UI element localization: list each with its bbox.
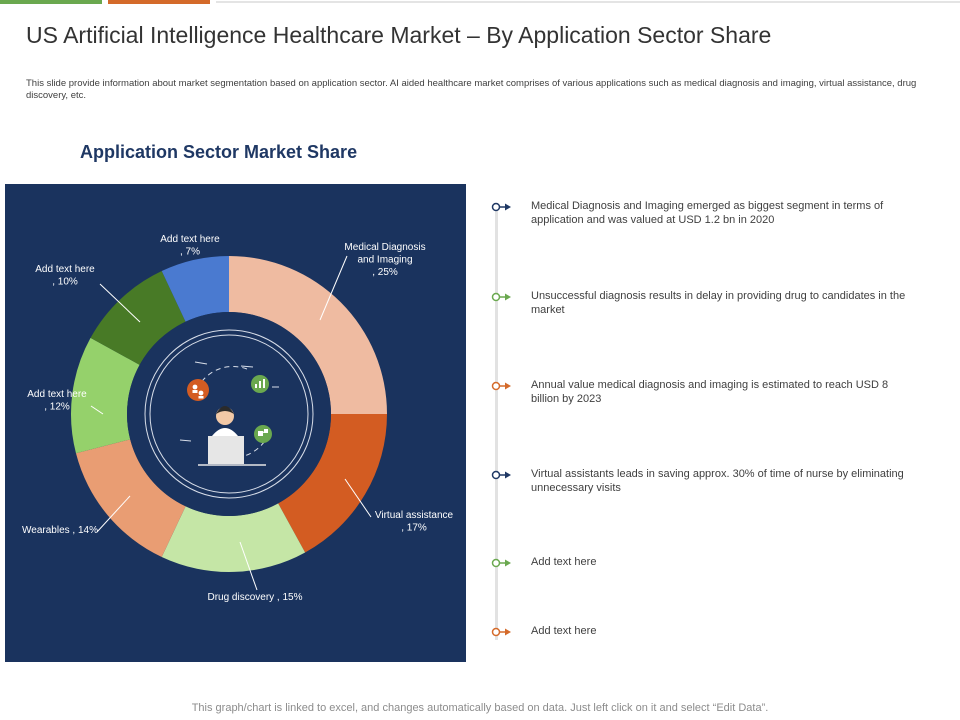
timeline-marker-2 xyxy=(491,292,511,302)
timeline-text-4: Virtual assistants leads in saving appro… xyxy=(531,468,904,494)
donut-center xyxy=(127,312,331,516)
page-title: US Artificial Intelligence Healthcare Ma… xyxy=(26,22,772,48)
center-dash xyxy=(240,365,254,368)
leader-line-2 xyxy=(344,478,372,518)
donut-slice-4[interactable] xyxy=(75,439,186,557)
center-dash xyxy=(194,361,208,365)
timeline-marker-6 xyxy=(491,627,511,637)
chart-title: Application Sector Market Share xyxy=(80,142,358,162)
slice-label-6: Add text here, 10% xyxy=(35,264,95,288)
donut-slice-2[interactable] xyxy=(278,414,387,553)
page-description: This slide provide information about mar… xyxy=(26,78,917,101)
donut-slice-1[interactable] xyxy=(229,256,387,414)
timeline-text-6: Add text here xyxy=(531,625,597,637)
accent-bar-orange xyxy=(108,0,210,4)
accent-bar-green xyxy=(0,0,102,4)
timeline-marker-3 xyxy=(491,381,511,391)
center-dash xyxy=(179,439,192,442)
chart-icon xyxy=(251,375,269,393)
timeline-text-1: Medical Diagnosis and Imaging emerged as… xyxy=(531,200,884,226)
slice-label-2: Virtual assistance, 17% xyxy=(375,510,454,534)
leader-line-3 xyxy=(239,541,258,591)
person-at-desk-icon xyxy=(198,406,266,466)
center-dashed-arc xyxy=(196,365,248,390)
timeline-text-5: Add text here xyxy=(531,556,597,568)
center-inner-ring xyxy=(149,334,309,494)
timeline-text-3: Annual value medical diagnosis and imagi… xyxy=(531,379,889,405)
slices-group xyxy=(71,256,387,572)
timeline-marker-4 xyxy=(491,470,511,480)
timeline-marker-5 xyxy=(491,558,511,568)
chart-panel[interactable]: Medical Diagnosis and Imaging, 25% Virtual… xyxy=(5,184,466,662)
leader-line-1 xyxy=(319,255,348,321)
donut-slice-3[interactable] xyxy=(161,503,306,572)
team-icon xyxy=(187,379,209,401)
timeline-line xyxy=(495,204,498,640)
donut-chart[interactable]: Medical Diagnosis and Imaging, 25% Virtual… xyxy=(5,184,466,662)
slice-label-3: Drug discovery , 15% xyxy=(207,592,302,603)
slice-labels-group: Medical Diagnosis and Imaging, 25% Virtual… xyxy=(22,234,454,603)
leader-line-5 xyxy=(90,405,104,415)
leader-lines-group xyxy=(90,255,372,591)
slice-label-4: Wearables , 14% xyxy=(22,525,98,536)
donut-slice-6[interactable] xyxy=(90,271,186,365)
timeline-marker-1 xyxy=(491,202,511,212)
slice-label-1: Medical Diagnosis and Imaging, 25% xyxy=(344,242,425,278)
footer-note: This graph/chart is linked to excel, and… xyxy=(191,702,769,714)
leader-line-6 xyxy=(99,283,141,323)
center-outer-ring xyxy=(144,329,314,499)
accent-bar-gray xyxy=(216,1,960,3)
slice-label-7: Add text here, 7% xyxy=(160,234,220,258)
donut-slice-5[interactable] xyxy=(71,337,140,454)
timeline-text-2: Unsuccessful diagnosis results in delay … xyxy=(531,290,906,316)
leader-line-4 xyxy=(96,495,131,533)
network-icon xyxy=(254,425,272,443)
slice-label-5: Add text here, 12% xyxy=(27,389,87,413)
donut-slice-7[interactable] xyxy=(161,256,229,322)
